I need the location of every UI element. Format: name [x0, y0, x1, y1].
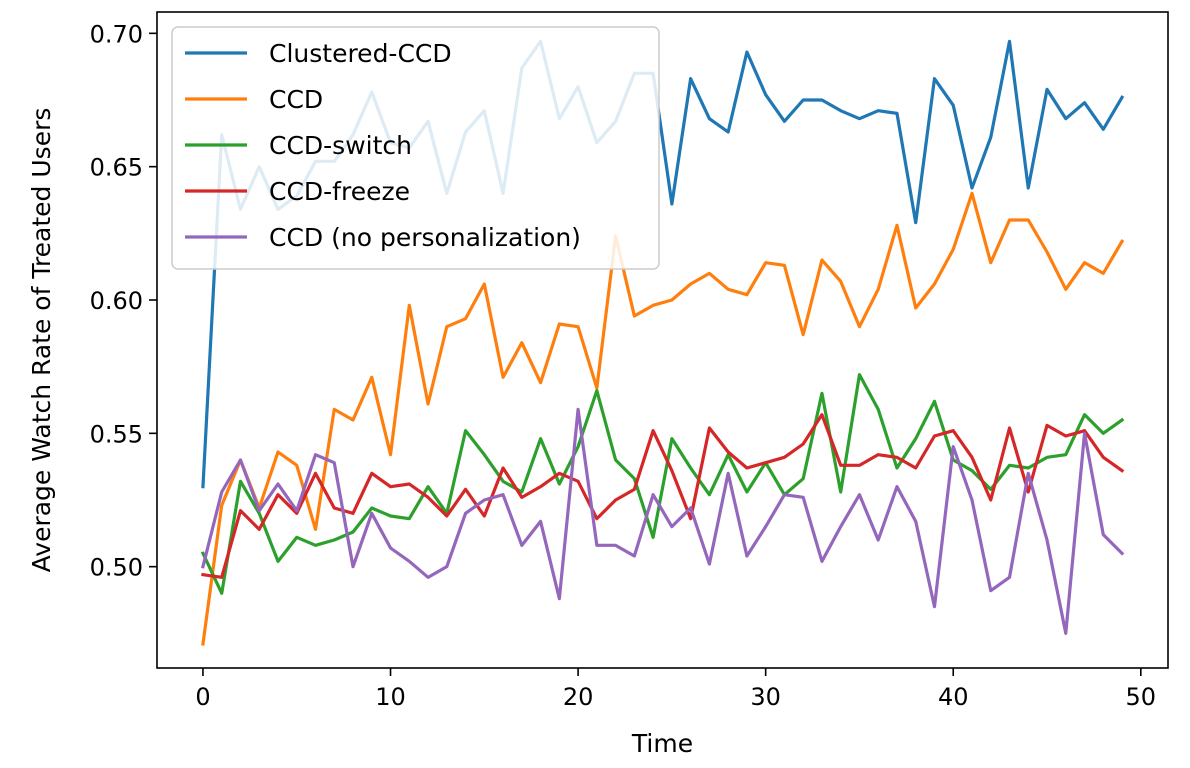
series-line-3: [200, 373, 1125, 595]
x-axis-label: Time: [631, 729, 693, 758]
y-axis-ticks: 0.50 0.55 0.60 0.65 0.70: [90, 20, 157, 582]
x-tick-label: 40: [938, 683, 969, 711]
legend-label: CCD: [269, 85, 323, 114]
y-tick-label: 0.65: [90, 154, 143, 182]
x-axis-ticks: 0 10 20 30 40 50: [195, 668, 1156, 711]
x-tick-label: 20: [563, 683, 594, 711]
y-tick-label: 0.55: [90, 420, 143, 448]
series-line-2: [201, 191, 1125, 646]
x-tick-label: 0: [195, 683, 210, 711]
series-line-5: [201, 407, 1125, 635]
legend-label: CCD-freeze: [269, 177, 410, 206]
legend: Clustered-CCD CCD CCD-switch CCD-freeze CCD …: [171, 26, 660, 270]
legend-label: CCD (no personalization): [269, 223, 581, 252]
legend-box: [171, 26, 660, 270]
y-tick-label: 0.70: [90, 20, 143, 48]
series-layer: [200, 39, 1125, 646]
y-axis-label: Average Watch Rate of Treated Users: [27, 108, 56, 573]
y-tick-label: 0.60: [90, 287, 143, 315]
series-line-4: [201, 413, 1125, 579]
x-tick-label: 30: [750, 683, 781, 711]
x-tick-label: 50: [1126, 683, 1157, 711]
legend-label: Clustered-CCD: [269, 39, 452, 68]
y-tick-label: 0.50: [90, 554, 143, 582]
plot-frame: [156, 11, 1169, 669]
legend-label: CCD-switch: [269, 131, 412, 160]
x-tick-label: 10: [375, 683, 406, 711]
